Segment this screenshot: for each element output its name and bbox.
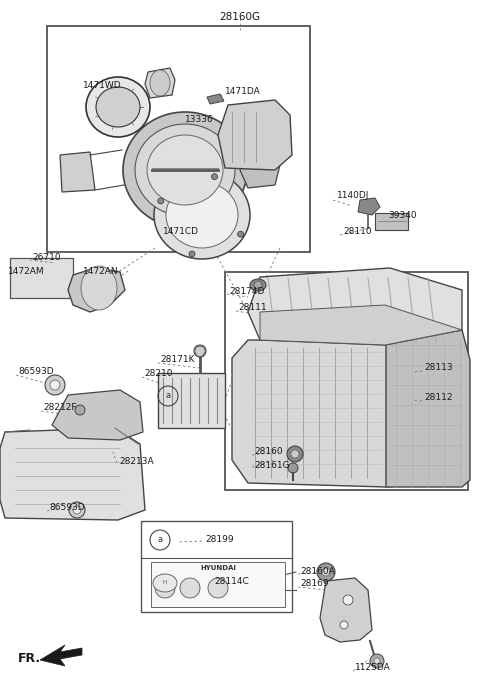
Text: 28110: 28110 [343,228,372,237]
Text: 1471CD: 1471CD [163,226,199,235]
Text: 28171K: 28171K [160,355,194,364]
Polygon shape [240,145,280,188]
Text: 28160: 28160 [254,447,283,456]
Text: FR.: FR. [18,652,41,665]
Bar [151,562,285,607]
Text: 1140DJ: 1140DJ [337,191,370,200]
Ellipse shape [135,124,235,216]
Polygon shape [260,305,462,345]
Polygon shape [320,578,372,642]
Circle shape [317,563,335,581]
Ellipse shape [147,135,223,205]
Text: 28114C: 28114C [214,578,249,587]
Text: 26710: 26710 [32,252,60,261]
Text: 13336: 13336 [185,115,214,124]
Polygon shape [60,152,95,192]
Polygon shape [218,100,292,170]
Ellipse shape [154,171,250,259]
Text: 28199: 28199 [205,536,234,545]
Text: 1472AM: 1472AM [8,266,45,276]
Text: 39340: 39340 [388,211,417,220]
Text: 86593D: 86593D [18,368,54,377]
Circle shape [370,654,384,668]
Circle shape [238,231,244,237]
Text: 28169: 28169 [300,580,329,589]
Text: 28111: 28111 [238,303,266,313]
Circle shape [75,405,85,415]
Polygon shape [40,645,82,666]
Circle shape [287,446,303,462]
Circle shape [69,502,85,518]
Circle shape [158,198,164,204]
Circle shape [208,578,228,598]
Text: 1125DA: 1125DA [355,663,391,672]
Text: 1471DA: 1471DA [225,88,261,97]
Polygon shape [0,428,145,520]
Polygon shape [386,330,470,487]
Text: HYUNDAI: HYUNDAI [200,565,236,571]
Circle shape [45,375,65,395]
Polygon shape [248,268,462,345]
Ellipse shape [123,112,247,228]
Text: 28113: 28113 [424,364,453,372]
Ellipse shape [96,87,140,127]
Text: 28174D: 28174D [229,287,264,296]
Text: 86593D: 86593D [49,504,84,512]
Circle shape [343,595,353,605]
Ellipse shape [153,574,177,592]
Text: 28160G: 28160G [219,12,261,22]
Text: 28112: 28112 [424,394,453,403]
Circle shape [73,506,81,514]
Text: 1471WD: 1471WD [83,80,121,89]
Bar [47,26,310,252]
Polygon shape [68,268,125,312]
Bar [375,213,408,230]
Polygon shape [207,94,224,104]
Ellipse shape [86,77,150,137]
Text: a: a [166,392,170,401]
Ellipse shape [166,182,238,248]
Bar [10,258,73,298]
Circle shape [374,658,380,664]
Bar [158,373,225,428]
Bar [141,521,292,612]
Bar [225,272,468,490]
Ellipse shape [81,266,117,310]
Circle shape [155,578,175,598]
Circle shape [288,463,298,473]
Text: 28213A: 28213A [119,456,154,466]
Ellipse shape [150,70,170,96]
Circle shape [50,380,60,390]
Circle shape [189,251,195,257]
Polygon shape [232,340,462,487]
Circle shape [212,174,217,180]
Circle shape [180,578,200,598]
Circle shape [254,281,262,289]
Text: 28160A: 28160A [300,567,335,576]
Polygon shape [145,68,175,98]
Circle shape [194,345,206,357]
Circle shape [340,621,348,629]
Text: H: H [163,580,167,585]
Polygon shape [52,390,143,440]
Text: a: a [157,536,163,545]
Text: 1472AN: 1472AN [83,266,119,276]
Polygon shape [358,198,380,215]
Text: 28212F: 28212F [43,403,76,412]
Circle shape [291,450,299,458]
Text: 28161G: 28161G [254,460,289,469]
Text: 28210: 28210 [144,370,172,379]
Ellipse shape [250,279,266,291]
Circle shape [322,568,330,576]
